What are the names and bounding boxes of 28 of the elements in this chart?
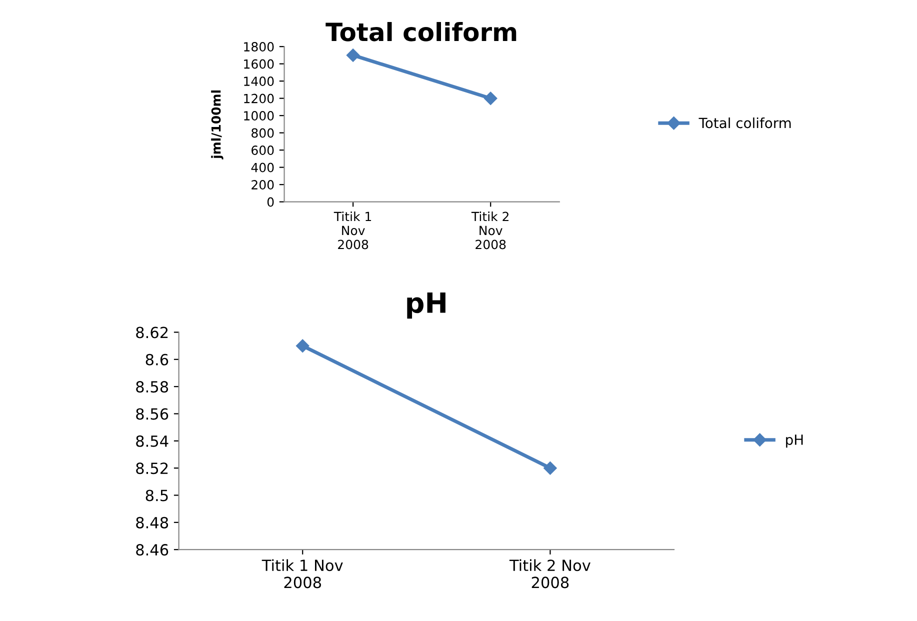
y-tick-label: 8.58 [136, 381, 168, 393]
y-tick-label: 1200 [244, 94, 274, 104]
y-tick-label: 8.62 [136, 326, 168, 338]
y-tick-label: 8.6 [146, 354, 168, 366]
y-tick-label: 200 [252, 180, 274, 190]
y-tick-label: 8.56 [136, 408, 168, 420]
y-axis-title: jml/100ml [211, 90, 224, 160]
y-tick-label: 800 [252, 128, 274, 138]
chart-title: Total coliform [326, 22, 516, 42]
y-tick-label: 600 [252, 146, 274, 155]
legend-label: pH [786, 434, 803, 448]
y-tick-label: 1000 [244, 111, 274, 120]
legend-label: Total coliform [698, 117, 791, 128]
y-tick-label: 400 [251, 162, 274, 172]
y-tick-label: 1800 [244, 42, 274, 52]
x-tick-label: Titik 1 Nov 2008 [334, 212, 372, 250]
y-tick-label: 0 [267, 197, 274, 207]
y-tick-label: 8.5 [146, 490, 168, 502]
y-tick-label: 1400 [244, 76, 274, 86]
y-tick-label: 8.52 [136, 462, 168, 474]
y-tick-label: 8.48 [136, 516, 168, 528]
y-tick-label: 8.54 [136, 435, 168, 447]
x-tick-label: Titik 2 Nov 2008 [509, 559, 590, 588]
chart-title: pH [407, 292, 446, 319]
x-tick-label: Titik 1 Nov 2008 [262, 559, 343, 588]
y-tick-label: 1600 [244, 59, 274, 69]
y-tick-label: 8.46 [136, 544, 168, 556]
x-tick-label: Titik 2 Nov 2008 [471, 212, 508, 250]
